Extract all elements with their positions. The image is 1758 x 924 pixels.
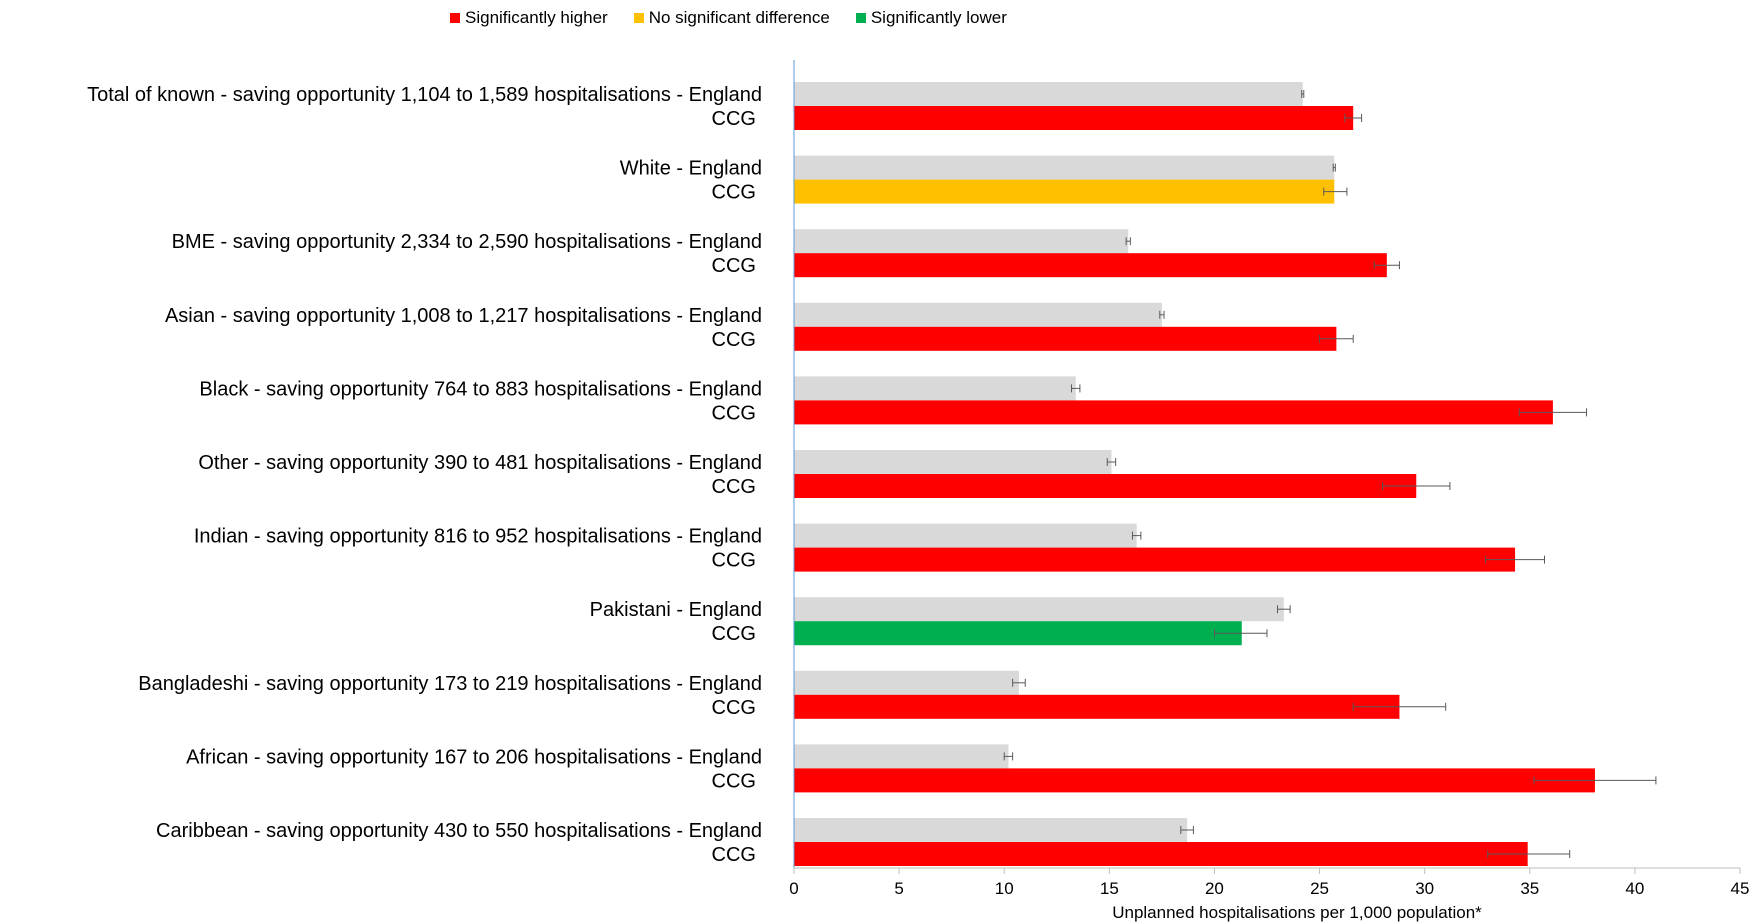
legend-item-significantly-higher: Significantly higher: [450, 8, 608, 28]
x-tick-label: 5: [894, 879, 903, 898]
x-tick-label: 45: [1731, 879, 1750, 898]
category-label: Indian - saving opportunity 816 to 952 h…: [194, 526, 762, 548]
x-axis-title: Unplanned hospitalisations per 1,000 pop…: [1112, 903, 1482, 922]
x-tick-label: 0: [789, 879, 798, 898]
ccg-label: CCG: [712, 182, 756, 204]
england-bar: [794, 450, 1112, 474]
england-bar: [794, 302, 1162, 327]
england-bar: [794, 155, 1335, 180]
legend-label: Significantly lower: [870, 8, 1007, 27]
ccg-label: CCG: [712, 697, 756, 719]
category-label: Pakistani - England: [590, 599, 762, 621]
x-tick-label: 10: [995, 879, 1014, 898]
ccg-bar: [794, 768, 1595, 793]
category-label: Asian - saving opportunity 1,008 to 1,21…: [165, 305, 762, 327]
x-tick-label: 15: [1100, 879, 1119, 898]
ccg-bar: [794, 694, 1400, 719]
legend-swatch-green: [855, 13, 866, 23]
x-tick-label: 20: [1205, 879, 1224, 898]
ccg-bar: [794, 621, 1242, 646]
category-label: Other - saving opportunity 390 to 481 ho…: [198, 452, 762, 474]
legend-label: No significant difference: [648, 8, 830, 27]
ccg-bar: [794, 842, 1528, 866]
england-bar: [794, 376, 1076, 401]
england-bar: [794, 744, 1009, 769]
england-bar: [794, 597, 1284, 622]
england-bar: [794, 82, 1303, 106]
ccg-label: CCG: [712, 108, 756, 130]
category-label: Caribbean - saving opportunity 430 to 55…: [156, 820, 762, 842]
england-bar: [794, 818, 1188, 842]
england-bar: [794, 229, 1129, 254]
ccg-label: CCG: [712, 402, 756, 424]
chart-legend: Significantly higher No significant diff…: [450, 8, 1007, 28]
legend-swatch-red: [450, 13, 460, 23]
category-label: African - saving opportunity 167 to 206 …: [186, 746, 762, 768]
ccg-label: CCG: [712, 255, 756, 277]
legend-label: Significantly higher: [465, 8, 608, 27]
england-bar: [794, 523, 1137, 548]
ccg-label: CCG: [712, 623, 756, 645]
england-bar: [794, 670, 1019, 695]
x-tick-label: 35: [1520, 879, 1539, 898]
ccg-bar: [794, 474, 1417, 498]
category-label: White - England: [620, 158, 762, 180]
x-tick-label: 40: [1625, 879, 1644, 898]
x-tick-label: 25: [1310, 879, 1329, 898]
x-tick-label: 30: [1415, 879, 1434, 898]
ccg-bar: [794, 179, 1335, 204]
legend-swatch-amber: [633, 13, 644, 23]
category-label: Total of known - saving opportunity 1,10…: [87, 84, 762, 106]
legend-item-significantly-lower: Significantly lower: [855, 8, 1007, 28]
ccg-label: CCG: [712, 550, 756, 572]
ccg-label: CCG: [712, 770, 756, 792]
category-label: BME - saving opportunity 2,334 to 2,590 …: [172, 231, 762, 253]
ccg-bar: [794, 106, 1354, 130]
ccg-label: CCG: [712, 476, 756, 498]
ccg-bar: [794, 253, 1387, 278]
ccg-label: CCG: [712, 329, 756, 351]
legend-item-no-significant-difference: No significant difference: [633, 8, 830, 28]
ccg-bar: [794, 326, 1337, 351]
category-label: Black - saving opportunity 764 to 883 ho…: [199, 378, 762, 400]
ccg-bar: [794, 547, 1516, 572]
ccg-bar: [794, 400, 1553, 425]
category-label: Bangladeshi - saving opportunity 173 to …: [138, 673, 762, 695]
ccg-label: CCG: [712, 844, 756, 866]
